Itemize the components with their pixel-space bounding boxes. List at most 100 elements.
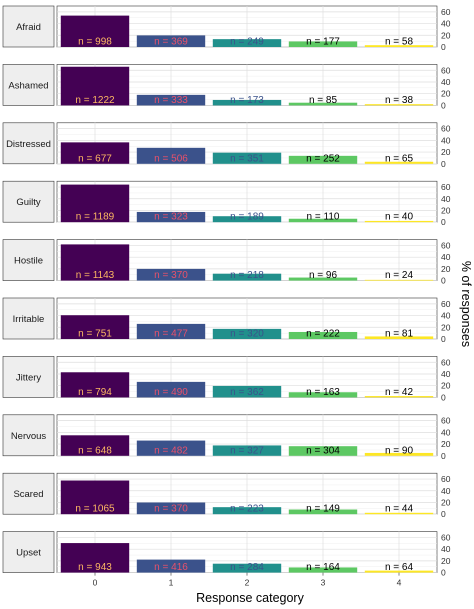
strip-label: Scared	[13, 489, 43, 500]
bar-count-label: n = 81	[385, 329, 414, 340]
y-tick-label: 40	[441, 252, 451, 262]
bar-count-label: n = 751	[78, 329, 112, 340]
bar-count-label: n = 96	[309, 270, 338, 281]
bar	[60, 66, 130, 106]
bar	[364, 570, 434, 573]
bar	[364, 452, 434, 456]
bar-count-label: n = 370	[154, 504, 188, 515]
strip-label: Guilty	[16, 197, 41, 208]
bar	[136, 559, 206, 573]
x-tick-label: 2	[245, 578, 250, 588]
bar-count-label: n = 998	[78, 37, 112, 48]
y-tick-label: 40	[441, 311, 451, 321]
bar-count-label: n = 42	[385, 387, 414, 398]
bar	[364, 220, 434, 223]
y-tick-label: 20	[441, 381, 451, 391]
y-tick-label: 40	[441, 135, 451, 145]
bar-count-label: n = 149	[306, 504, 340, 515]
y-tick-label: 60	[441, 474, 451, 484]
bar	[288, 331, 358, 339]
strip-label: Upset	[16, 548, 41, 559]
y-tick-label: 0	[441, 217, 446, 227]
bar	[60, 435, 130, 456]
bar-count-label: n = 648	[78, 445, 112, 456]
strip-background	[2, 472, 55, 515]
bar	[212, 328, 282, 339]
bar-count-label: n = 794	[78, 387, 112, 398]
y-tick-label: 60	[441, 240, 451, 250]
bar-count-label: n = 173	[230, 95, 264, 106]
y-tick-label: 20	[441, 205, 451, 215]
bar-count-label: n = 163	[306, 387, 340, 398]
bar	[136, 147, 206, 164]
panel-jittery: Jittery 020 40 60 n = 794 n = 490 n = 362 n = 1…	[2, 356, 451, 402]
panel-upset: Upset 0 20 40 60 n = 943 n = 416 n = 284 n = 164…	[2, 531, 451, 578]
y-tick-label: 60	[441, 357, 451, 367]
x-tick-label: 4	[397, 578, 402, 588]
strip-label: Nervous	[11, 431, 47, 442]
bar	[364, 161, 434, 164]
bar-count-label: n = 333	[154, 95, 188, 106]
y-tick-label: 0	[441, 509, 446, 519]
bar-count-label: n = 477	[154, 329, 188, 340]
bar	[212, 39, 282, 47]
x-tick-label: 0	[93, 578, 98, 588]
y-tick-label: 60	[441, 124, 451, 134]
y-tick-label: 0	[441, 100, 446, 110]
bar-count-label: n = 327	[230, 445, 264, 456]
bar-count-label: n = 320	[230, 329, 264, 340]
bar-count-label: n = 164	[306, 562, 340, 573]
y-tick-label: 20	[441, 89, 451, 99]
y-tick-label: 60	[441, 416, 451, 426]
bar	[364, 279, 434, 281]
bar-count-label: n = 85	[309, 95, 338, 106]
bar-count-label: n = 249	[230, 37, 264, 48]
y-tick-label: 40	[441, 427, 451, 437]
bar-count-label: n = 223	[230, 504, 264, 515]
bar-count-label: n = 40	[385, 212, 414, 223]
bar	[288, 392, 358, 398]
y-tick-label: 40	[441, 486, 451, 496]
bar	[212, 385, 282, 398]
bar	[212, 216, 282, 223]
strip-background	[2, 239, 55, 281]
bar	[60, 543, 130, 573]
bar	[212, 507, 282, 515]
strip-background	[2, 5, 55, 48]
x-tick-label: 3	[321, 578, 326, 588]
bar	[136, 440, 206, 456]
y-tick-label: 0	[441, 451, 446, 461]
bar	[364, 512, 434, 515]
bar-count-label: n = 218	[230, 270, 264, 281]
bar-count-label: n = 38	[385, 95, 414, 106]
bar	[288, 41, 358, 47]
bar	[212, 273, 282, 281]
y-tick-label: 40	[441, 369, 451, 379]
bar	[136, 211, 206, 223]
bar-count-label: n = 351	[230, 153, 264, 164]
y-tick-label: 40	[441, 544, 451, 554]
strip-background	[2, 414, 55, 457]
y-tick-label: 0	[441, 568, 446, 578]
strip-label: Afraid	[16, 22, 41, 33]
bar-count-label: n = 1065	[75, 504, 115, 515]
bar-count-label: n = 222	[306, 329, 340, 340]
y-tick-label: 20	[441, 147, 451, 157]
bar-count-label: n = 370	[154, 270, 188, 281]
bar	[288, 509, 358, 515]
bar	[288, 155, 358, 164]
bar	[60, 244, 130, 281]
bar-count-label: n = 44	[385, 504, 414, 515]
strip-background	[2, 180, 55, 223]
y-tick-label: 60	[441, 532, 451, 542]
bar	[288, 102, 358, 106]
bar-count-label: n = 58	[385, 37, 414, 48]
y-tick-label: 60	[441, 299, 451, 309]
bar	[136, 381, 206, 398]
bar	[136, 94, 206, 106]
bar	[60, 480, 130, 515]
y-tick-label: 20	[441, 439, 451, 449]
